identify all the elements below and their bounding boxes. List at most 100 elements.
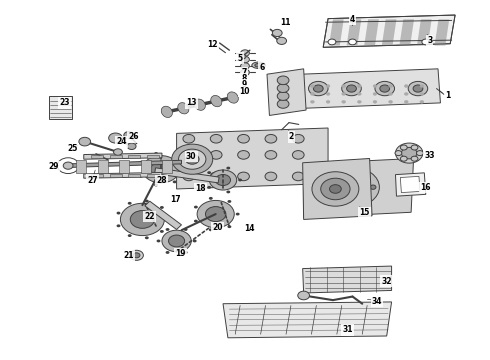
Ellipse shape bbox=[227, 92, 238, 103]
Text: 25: 25 bbox=[68, 144, 78, 153]
Circle shape bbox=[226, 190, 230, 193]
Circle shape bbox=[157, 239, 160, 242]
Circle shape bbox=[205, 207, 226, 221]
Circle shape bbox=[335, 175, 369, 200]
Circle shape bbox=[364, 196, 370, 200]
Circle shape bbox=[169, 235, 185, 247]
Circle shape bbox=[216, 175, 230, 185]
Circle shape bbox=[181, 168, 185, 171]
Text: 7: 7 bbox=[242, 68, 246, 77]
Polygon shape bbox=[69, 160, 181, 167]
Circle shape bbox=[411, 145, 418, 150]
Text: 12: 12 bbox=[207, 40, 218, 49]
Circle shape bbox=[349, 200, 355, 204]
Ellipse shape bbox=[211, 95, 222, 107]
Circle shape bbox=[389, 93, 392, 95]
Circle shape bbox=[373, 85, 377, 87]
Circle shape bbox=[401, 147, 417, 159]
Circle shape bbox=[210, 172, 222, 181]
Circle shape bbox=[389, 85, 392, 87]
Circle shape bbox=[166, 228, 170, 231]
Circle shape bbox=[357, 93, 361, 95]
Bar bbox=[91, 174, 103, 177]
Circle shape bbox=[311, 100, 315, 103]
Ellipse shape bbox=[255, 63, 263, 67]
Text: 1: 1 bbox=[445, 91, 450, 100]
Polygon shape bbox=[417, 19, 432, 45]
Circle shape bbox=[154, 184, 158, 186]
Circle shape bbox=[145, 237, 149, 239]
Polygon shape bbox=[329, 19, 343, 45]
Circle shape bbox=[154, 152, 158, 155]
Circle shape bbox=[404, 93, 408, 95]
Circle shape bbox=[309, 81, 328, 96]
Polygon shape bbox=[400, 176, 420, 193]
Circle shape bbox=[265, 172, 277, 181]
Bar bbox=[98, 160, 108, 173]
Circle shape bbox=[357, 100, 361, 103]
Circle shape bbox=[207, 171, 211, 174]
Text: 23: 23 bbox=[59, 98, 70, 107]
Text: 15: 15 bbox=[360, 208, 370, 217]
Circle shape bbox=[277, 37, 287, 44]
Circle shape bbox=[277, 76, 289, 85]
Circle shape bbox=[183, 134, 195, 143]
Circle shape bbox=[277, 84, 289, 93]
Circle shape bbox=[117, 212, 121, 215]
Circle shape bbox=[184, 228, 188, 231]
Circle shape bbox=[364, 174, 370, 179]
Circle shape bbox=[326, 100, 330, 103]
Circle shape bbox=[420, 85, 424, 87]
Circle shape bbox=[389, 100, 392, 103]
Polygon shape bbox=[267, 69, 306, 116]
Circle shape bbox=[326, 93, 330, 95]
Circle shape bbox=[160, 206, 164, 209]
Circle shape bbox=[130, 211, 154, 228]
Polygon shape bbox=[145, 201, 181, 229]
Circle shape bbox=[193, 239, 196, 242]
Polygon shape bbox=[346, 19, 361, 45]
Bar bbox=[120, 160, 129, 173]
Circle shape bbox=[194, 206, 198, 208]
Circle shape bbox=[329, 185, 335, 189]
Circle shape bbox=[395, 143, 423, 163]
Ellipse shape bbox=[161, 106, 172, 117]
Polygon shape bbox=[382, 19, 396, 45]
Circle shape bbox=[413, 85, 423, 92]
Circle shape bbox=[130, 250, 144, 260]
Circle shape bbox=[241, 63, 249, 69]
Polygon shape bbox=[323, 15, 455, 47]
Bar bbox=[128, 174, 141, 177]
Circle shape bbox=[143, 156, 179, 183]
Text: 30: 30 bbox=[186, 152, 196, 161]
Circle shape bbox=[238, 134, 249, 143]
Ellipse shape bbox=[178, 103, 189, 114]
Circle shape bbox=[348, 39, 356, 45]
Bar bbox=[141, 160, 151, 173]
Circle shape bbox=[277, 100, 289, 108]
Circle shape bbox=[277, 92, 289, 100]
Text: 8: 8 bbox=[242, 75, 246, 84]
Polygon shape bbox=[364, 19, 379, 45]
Circle shape bbox=[121, 203, 164, 235]
Circle shape bbox=[422, 39, 430, 45]
Text: 11: 11 bbox=[280, 18, 290, 27]
Text: 22: 22 bbox=[145, 212, 155, 221]
Circle shape bbox=[400, 156, 407, 161]
Circle shape bbox=[328, 39, 336, 45]
Circle shape bbox=[178, 149, 206, 169]
Circle shape bbox=[335, 174, 341, 179]
Text: 29: 29 bbox=[48, 162, 59, 171]
Circle shape bbox=[127, 143, 136, 149]
Circle shape bbox=[408, 81, 428, 96]
Circle shape bbox=[357, 85, 361, 87]
Circle shape bbox=[145, 200, 149, 203]
Circle shape bbox=[240, 54, 246, 59]
Circle shape bbox=[183, 150, 195, 159]
Circle shape bbox=[345, 182, 360, 193]
Text: 31: 31 bbox=[343, 325, 353, 334]
Text: 9: 9 bbox=[242, 81, 246, 90]
Circle shape bbox=[209, 170, 237, 190]
Circle shape bbox=[162, 230, 191, 252]
Circle shape bbox=[375, 81, 394, 96]
